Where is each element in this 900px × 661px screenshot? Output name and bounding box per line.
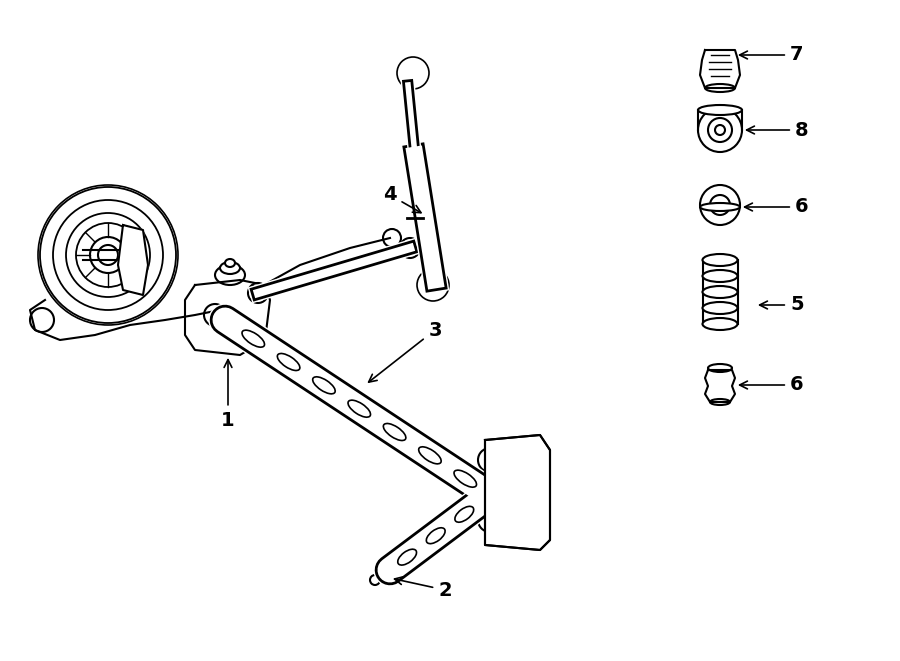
Text: 8: 8 (747, 120, 808, 139)
Text: 2: 2 (394, 577, 452, 600)
Circle shape (38, 185, 178, 325)
Ellipse shape (708, 364, 732, 372)
Circle shape (253, 288, 263, 298)
Circle shape (93, 240, 123, 270)
Circle shape (66, 213, 150, 297)
Ellipse shape (710, 399, 730, 405)
Circle shape (370, 575, 380, 585)
Circle shape (478, 448, 502, 472)
Ellipse shape (398, 549, 417, 565)
Ellipse shape (242, 330, 265, 347)
Ellipse shape (383, 424, 406, 440)
Circle shape (90, 237, 126, 273)
Circle shape (401, 61, 425, 85)
Circle shape (510, 475, 530, 495)
Circle shape (63, 210, 153, 300)
Text: 4: 4 (383, 186, 421, 213)
Circle shape (417, 269, 449, 301)
Ellipse shape (703, 254, 737, 266)
Circle shape (478, 508, 502, 532)
Circle shape (479, 484, 501, 506)
Circle shape (405, 243, 415, 253)
Ellipse shape (698, 105, 742, 115)
Polygon shape (700, 50, 740, 88)
Circle shape (204, 304, 226, 326)
Ellipse shape (418, 447, 441, 464)
Circle shape (421, 273, 445, 297)
Circle shape (400, 238, 420, 258)
Ellipse shape (703, 302, 737, 314)
Text: 7: 7 (740, 46, 804, 65)
Ellipse shape (312, 377, 335, 394)
Ellipse shape (277, 354, 300, 371)
Text: 1: 1 (221, 360, 235, 430)
Circle shape (40, 187, 176, 323)
Circle shape (385, 565, 395, 575)
Circle shape (98, 245, 118, 265)
Circle shape (83, 230, 133, 280)
Ellipse shape (703, 318, 737, 330)
Circle shape (710, 195, 730, 215)
Circle shape (698, 108, 742, 152)
Polygon shape (118, 225, 148, 295)
Circle shape (427, 279, 439, 291)
Circle shape (485, 455, 495, 465)
Circle shape (76, 223, 140, 287)
Circle shape (397, 57, 429, 89)
Polygon shape (485, 435, 550, 550)
Circle shape (379, 559, 401, 581)
Circle shape (30, 308, 54, 332)
Circle shape (383, 229, 401, 247)
Ellipse shape (215, 265, 245, 285)
Circle shape (407, 67, 419, 79)
Circle shape (73, 220, 143, 290)
Ellipse shape (220, 262, 240, 274)
Ellipse shape (454, 506, 473, 522)
Ellipse shape (454, 470, 476, 487)
Circle shape (700, 185, 740, 225)
Ellipse shape (348, 400, 371, 417)
Ellipse shape (700, 203, 740, 211)
Circle shape (715, 125, 725, 135)
Circle shape (485, 515, 495, 525)
Ellipse shape (705, 84, 735, 92)
Circle shape (53, 200, 163, 310)
Circle shape (485, 490, 495, 500)
Ellipse shape (703, 286, 737, 298)
Text: 6: 6 (740, 375, 804, 395)
Text: 3: 3 (369, 321, 442, 382)
Ellipse shape (225, 259, 235, 267)
Circle shape (708, 118, 732, 142)
Ellipse shape (513, 510, 527, 530)
Ellipse shape (703, 270, 737, 282)
Text: 6: 6 (744, 198, 808, 217)
Ellipse shape (427, 527, 446, 543)
Circle shape (248, 283, 268, 303)
Text: 5: 5 (760, 295, 804, 315)
Circle shape (50, 197, 166, 313)
Polygon shape (705, 370, 735, 402)
